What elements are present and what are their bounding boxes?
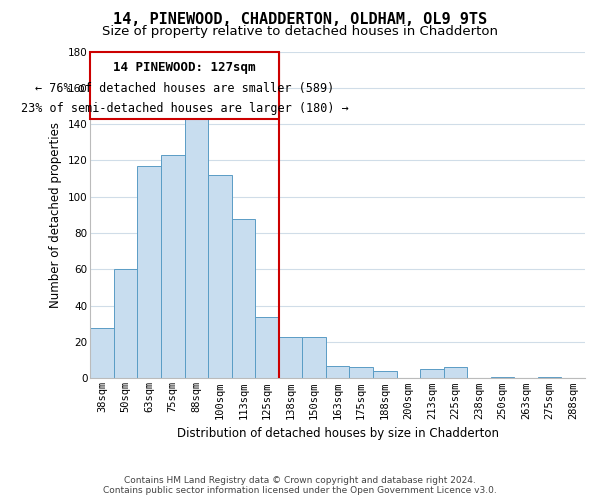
Y-axis label: Number of detached properties: Number of detached properties (49, 122, 62, 308)
X-axis label: Distribution of detached houses by size in Chadderton: Distribution of detached houses by size … (176, 427, 499, 440)
Bar (420, 370, 443, 378)
Bar (302, 336, 326, 378)
Bar (349, 368, 373, 378)
FancyBboxPatch shape (91, 52, 279, 118)
Bar (279, 336, 302, 378)
Text: Contains HM Land Registry data © Crown copyright and database right 2024.
Contai: Contains HM Land Registry data © Crown c… (103, 476, 497, 495)
Bar (373, 371, 397, 378)
Bar (114, 270, 137, 378)
Text: 14 PINEWOOD: 127sqm: 14 PINEWOOD: 127sqm (113, 60, 256, 74)
Bar (326, 366, 349, 378)
Bar (137, 166, 161, 378)
Text: 14, PINEWOOD, CHADDERTON, OLDHAM, OL9 9TS: 14, PINEWOOD, CHADDERTON, OLDHAM, OL9 9T… (113, 12, 487, 28)
Bar (185, 112, 208, 378)
Text: Size of property relative to detached houses in Chadderton: Size of property relative to detached ho… (102, 25, 498, 38)
Bar (161, 155, 185, 378)
Bar (255, 316, 279, 378)
Bar (443, 368, 467, 378)
Bar (538, 376, 562, 378)
Text: ← 76% of detached houses are smaller (589): ← 76% of detached houses are smaller (58… (35, 82, 334, 96)
Bar (232, 218, 255, 378)
Bar (208, 175, 232, 378)
Bar (91, 328, 114, 378)
Bar (491, 376, 514, 378)
Text: 23% of semi-detached houses are larger (180) →: 23% of semi-detached houses are larger (… (20, 102, 349, 116)
